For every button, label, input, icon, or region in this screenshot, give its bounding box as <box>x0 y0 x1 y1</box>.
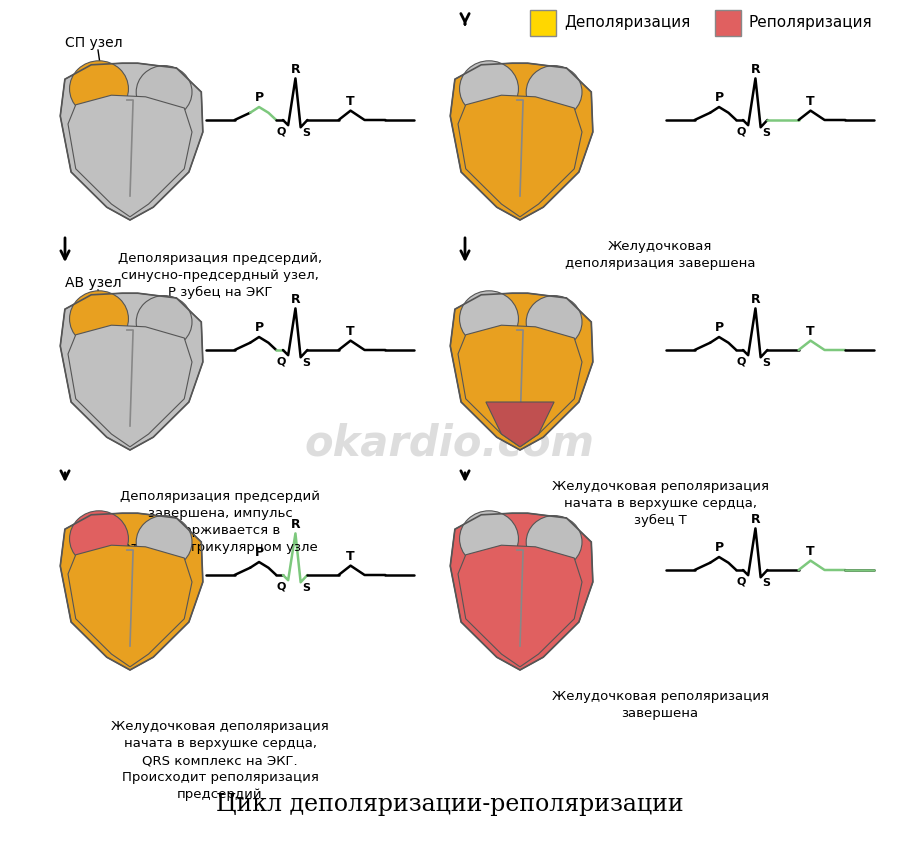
Text: P: P <box>255 546 264 559</box>
Text: S: S <box>302 583 310 593</box>
Text: T: T <box>346 325 355 338</box>
Text: Q: Q <box>276 356 286 366</box>
Text: S: S <box>762 359 770 368</box>
Polygon shape <box>458 545 582 667</box>
Text: Желудочковая
деполяризация завершена: Желудочковая деполяризация завершена <box>565 240 755 270</box>
Text: Деполяризация предсердий
завершена, импульс
задерживается в
атриовентрикулярном : Деполяризация предсердий завершена, импу… <box>120 490 320 554</box>
Polygon shape <box>450 513 593 670</box>
Polygon shape <box>458 95 582 217</box>
Ellipse shape <box>460 61 518 116</box>
Polygon shape <box>450 63 593 220</box>
Text: Желудочковая реполяризация
начата в верхушке сердца,
зубец Т: Желудочковая реполяризация начата в верх… <box>552 480 769 528</box>
Text: Деполяризация: Деполяризация <box>564 15 690 30</box>
Ellipse shape <box>69 291 129 347</box>
Text: Q: Q <box>737 127 746 136</box>
Polygon shape <box>60 513 202 670</box>
Text: АВ узел: АВ узел <box>65 276 122 290</box>
Ellipse shape <box>526 295 582 349</box>
Text: Желудочковая деполяризация
начата в верхушке сердца,
QRS комплекс на ЭКГ.
Происх: Желудочковая деполяризация начата в верх… <box>111 720 328 801</box>
Text: R: R <box>291 294 301 306</box>
Text: Q: Q <box>276 127 286 136</box>
Polygon shape <box>60 63 202 220</box>
Polygon shape <box>458 325 582 446</box>
Text: СП узел: СП узел <box>65 36 122 50</box>
Text: okardio.com: okardio.com <box>305 423 595 465</box>
Text: Q: Q <box>276 582 286 592</box>
Text: S: S <box>302 128 310 138</box>
Text: R: R <box>751 63 760 76</box>
Polygon shape <box>450 293 593 450</box>
Ellipse shape <box>526 66 582 118</box>
Text: R: R <box>291 63 301 76</box>
FancyBboxPatch shape <box>530 10 556 36</box>
Ellipse shape <box>136 516 192 568</box>
Text: S: S <box>302 359 310 368</box>
Ellipse shape <box>69 511 129 567</box>
Text: T: T <box>346 549 355 562</box>
Text: P: P <box>715 91 724 104</box>
Text: Желудочковая реполяризация
завершена: Желудочковая реполяризация завершена <box>552 690 769 720</box>
Text: T: T <box>346 95 355 107</box>
Polygon shape <box>68 325 192 446</box>
FancyBboxPatch shape <box>715 10 741 36</box>
Polygon shape <box>486 402 554 446</box>
Ellipse shape <box>69 61 129 116</box>
Text: P: P <box>255 91 264 104</box>
Text: R: R <box>751 294 760 306</box>
Text: T: T <box>806 325 814 338</box>
Text: S: S <box>762 128 770 138</box>
Text: P: P <box>255 321 264 334</box>
Text: Деполяризация предсердий,
синусно-предсердный узел,
Р зубец на ЭКГ: Деполяризация предсердий, синусно-предсе… <box>118 252 322 299</box>
Text: Q: Q <box>737 576 746 587</box>
Text: P: P <box>715 321 724 334</box>
Ellipse shape <box>136 295 192 349</box>
Text: S: S <box>762 578 770 588</box>
Ellipse shape <box>460 291 518 347</box>
Ellipse shape <box>526 516 582 568</box>
Text: R: R <box>751 513 760 527</box>
Text: Цикл деполяризации-реполяризации: Цикл деполяризации-реполяризации <box>216 793 684 816</box>
Text: Реполяризация: Реполяризация <box>749 15 873 30</box>
Ellipse shape <box>136 66 192 118</box>
Ellipse shape <box>460 511 518 567</box>
Polygon shape <box>60 293 202 450</box>
Text: R: R <box>291 518 301 532</box>
Polygon shape <box>68 95 192 217</box>
Polygon shape <box>68 545 192 667</box>
Text: T: T <box>806 95 814 107</box>
Text: P: P <box>715 541 724 554</box>
Text: Q: Q <box>737 356 746 366</box>
Text: T: T <box>806 544 814 558</box>
